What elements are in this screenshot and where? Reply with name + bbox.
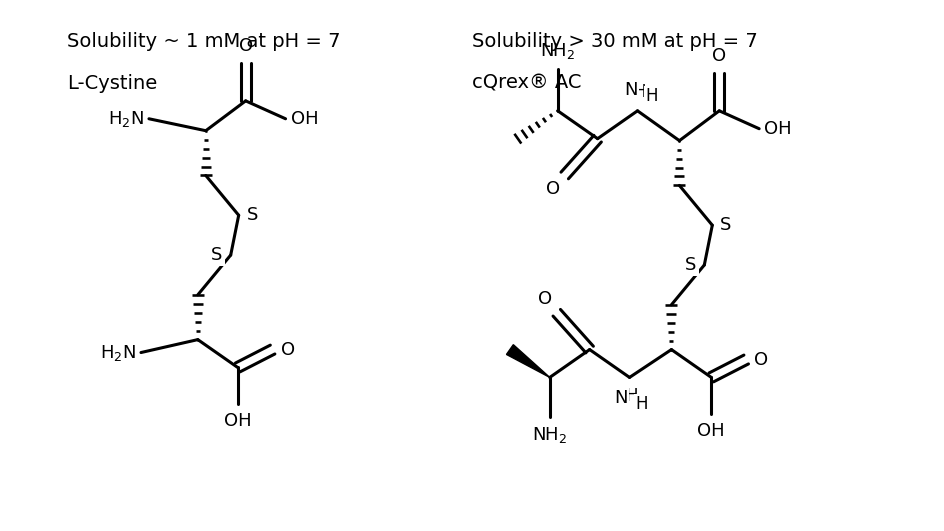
Text: N: N: [614, 387, 627, 405]
Text: OH: OH: [764, 119, 791, 138]
Text: H: H: [635, 395, 648, 413]
Text: cQrex® AC: cQrex® AC: [472, 74, 582, 93]
Text: NH$_2$: NH$_2$: [540, 41, 575, 61]
Text: H: H: [625, 387, 637, 405]
Text: H$_2$N: H$_2$N: [100, 342, 136, 363]
Text: H: H: [632, 83, 645, 101]
Text: Solubility > 30 mM at pH = 7: Solubility > 30 mM at pH = 7: [472, 31, 757, 50]
Text: O: O: [545, 181, 559, 199]
Text: OH: OH: [290, 110, 318, 128]
Text: S: S: [719, 216, 731, 234]
Text: N: N: [614, 389, 627, 407]
Polygon shape: [506, 345, 549, 378]
Text: NH$_2$: NH$_2$: [531, 425, 566, 445]
Text: S: S: [211, 246, 223, 264]
Text: O: O: [712, 47, 726, 65]
Text: Solubility ~ 1 mM at pH = 7: Solubility ~ 1 mM at pH = 7: [67, 31, 341, 50]
Text: H: H: [645, 87, 657, 105]
Text: OH: OH: [697, 422, 724, 440]
Text: S: S: [246, 206, 258, 224]
Text: H$_2$N: H$_2$N: [108, 109, 143, 129]
Text: O: O: [753, 350, 767, 369]
Text: O: O: [280, 340, 295, 358]
Text: O: O: [537, 290, 551, 308]
Text: S: S: [684, 256, 696, 274]
Text: L-Cystine: L-Cystine: [67, 74, 158, 93]
Text: N: N: [621, 83, 635, 101]
Text: O: O: [238, 37, 252, 55]
Text: OH: OH: [224, 412, 251, 430]
Text: N: N: [623, 81, 637, 99]
